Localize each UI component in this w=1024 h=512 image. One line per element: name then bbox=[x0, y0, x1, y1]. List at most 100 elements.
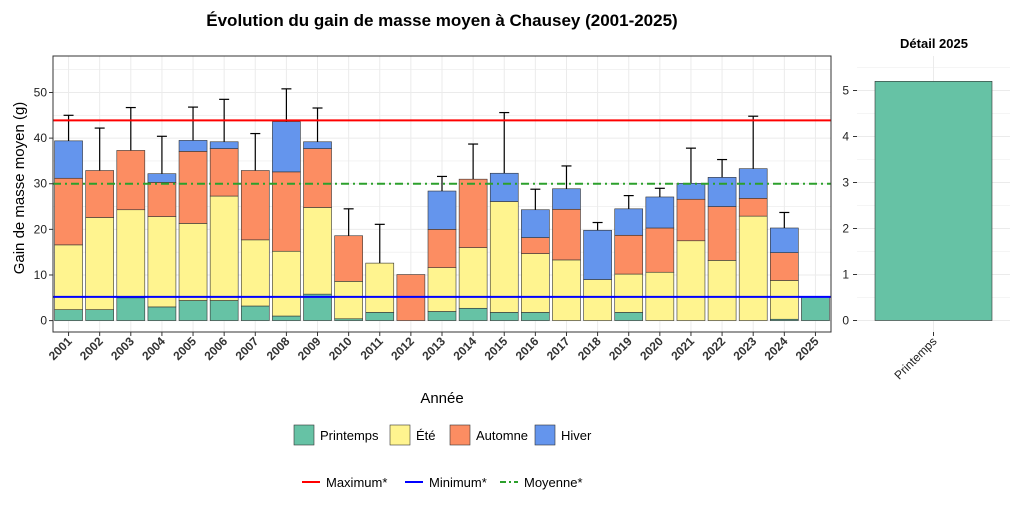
bar-segment-2010-Automne bbox=[334, 235, 363, 282]
legend: Printemps Été Automne Hiver Maximum* Minimum*… bbox=[293, 424, 592, 490]
x-tick-label: 2005 bbox=[170, 334, 199, 363]
bar-segment-2004-Hiver bbox=[147, 173, 177, 183]
bar-segment-2014-Été bbox=[458, 247, 488, 309]
bar-segment-2025-Printemps bbox=[801, 296, 830, 321]
bar-segment-2020-Hiver bbox=[645, 196, 675, 229]
main-bars bbox=[54, 121, 830, 321]
y-tick-label: 40 bbox=[34, 131, 48, 145]
bar-segment-2009-Été bbox=[303, 207, 332, 295]
x-tick-label: 2011 bbox=[358, 334, 387, 363]
legend-line-label-0: Maximum* bbox=[326, 475, 387, 490]
bar-segment-2019-Été bbox=[614, 273, 644, 313]
bar-segment-2022-Automne bbox=[707, 206, 737, 261]
x-tick-label: 2003 bbox=[108, 334, 137, 363]
bar-segment-2021-Hiver bbox=[676, 182, 706, 200]
bar-segment-2019-Hiver bbox=[614, 208, 644, 236]
bar-segment-2003-Printemps bbox=[116, 297, 146, 321]
bar-segment-2016-Hiver bbox=[521, 209, 550, 238]
bar-segment-2023-Été bbox=[738, 215, 768, 321]
bar-segment-2011-Printemps bbox=[365, 312, 395, 321]
detail-y-tick-label: 4 bbox=[842, 130, 849, 144]
main-chart-title: Évolution du gain de masse moyen à Chaus… bbox=[206, 11, 677, 30]
bar-segment-2011-Été bbox=[365, 262, 395, 313]
bar-segment-2007-Automne bbox=[240, 170, 270, 241]
x-tick-label: 2008 bbox=[264, 334, 293, 363]
bar-segment-2001-Hiver bbox=[54, 140, 83, 179]
bar-segment-2021-Automne bbox=[676, 198, 706, 242]
bar-segment-2008-Été bbox=[272, 250, 301, 317]
x-tick-label: 2021 bbox=[668, 334, 697, 363]
x-tick-label: 2023 bbox=[731, 334, 760, 363]
x-tick-label: 2017 bbox=[544, 334, 573, 363]
bar-segment-2004-Automne bbox=[147, 182, 177, 217]
bar-segment-2016-Été bbox=[521, 253, 550, 313]
y-tick-label: 0 bbox=[40, 314, 47, 328]
bar-segment-2004-Été bbox=[147, 216, 177, 308]
bar-segment-2008-Hiver bbox=[272, 121, 301, 173]
bar-segment-2019-Automne bbox=[614, 234, 644, 275]
legend-swatch-3 bbox=[534, 424, 556, 446]
bar-segment-2009-Automne bbox=[303, 148, 332, 208]
bar-segment-2015-Hiver bbox=[489, 172, 519, 202]
bar-segment-2003-Été bbox=[116, 209, 146, 299]
bar-segment-2001-Été bbox=[54, 244, 83, 310]
bar-segment-2005-Printemps bbox=[178, 300, 208, 321]
bar-segment-2018-Hiver bbox=[583, 229, 612, 280]
x-axis-label: Année bbox=[420, 390, 463, 407]
bar-segment-2005-Été bbox=[178, 223, 208, 301]
bar-segment-2021-Été bbox=[676, 240, 706, 321]
bar-segment-2004-Printemps bbox=[147, 306, 177, 321]
bar-segment-2008-Automne bbox=[272, 171, 301, 252]
bar-segment-2008-Printemps bbox=[272, 315, 301, 321]
bar-segment-2009-Hiver bbox=[303, 141, 332, 149]
bar-segment-2024-Hiver bbox=[770, 227, 799, 253]
legend-label-3: Hiver bbox=[561, 428, 592, 443]
bar-segment-2006-Hiver bbox=[209, 141, 239, 149]
bar-segment-2010-Été bbox=[334, 281, 363, 320]
x-tick-label: 2014 bbox=[450, 334, 479, 363]
x-tick-label: 2018 bbox=[575, 334, 604, 363]
bar-segment-2006-Automne bbox=[209, 148, 239, 197]
bar-segment-2007-Printemps bbox=[240, 305, 270, 321]
x-tick-label: 2007 bbox=[233, 334, 262, 363]
x-tick-label: 2019 bbox=[606, 334, 635, 363]
detail-y-tick-label: 2 bbox=[842, 222, 849, 236]
bar-segment-2015-Printemps bbox=[489, 312, 519, 321]
bar-segment-2017-Automne bbox=[552, 208, 581, 261]
x-tick-label: 2010 bbox=[326, 334, 355, 363]
legend-swatch-2 bbox=[449, 424, 471, 446]
bar-segment-2002-Printemps bbox=[85, 309, 114, 321]
bar-segment-2022-Été bbox=[707, 260, 737, 321]
y-tick-label: 10 bbox=[34, 268, 48, 282]
bar-segment-2005-Hiver bbox=[178, 140, 208, 152]
x-tick-label: 2022 bbox=[699, 334, 728, 363]
legend-swatch-0 bbox=[293, 424, 315, 446]
x-tick-label: 2013 bbox=[419, 334, 448, 363]
x-tick-label: 2024 bbox=[762, 334, 791, 363]
legend-label-1: Été bbox=[416, 428, 436, 443]
y-tick-label: 50 bbox=[34, 85, 48, 99]
bar-segment-2015-Été bbox=[489, 201, 519, 313]
legend-line-label-1: Minimum* bbox=[429, 475, 487, 490]
error-bars bbox=[63, 88, 790, 264]
bar-segment-2013-Printemps bbox=[427, 311, 457, 321]
x-tick-label: 2006 bbox=[201, 334, 230, 363]
bar-segment-2016-Printemps bbox=[521, 312, 550, 321]
bar-segment-2013-Hiver bbox=[427, 190, 457, 230]
x-tick-label: 2020 bbox=[637, 334, 666, 363]
bar-segment-2023-Automne bbox=[738, 198, 768, 217]
bar-segment-2003-Automne bbox=[116, 150, 146, 211]
legend-label-2: Automne bbox=[476, 428, 528, 443]
bar-segment-2018-Été bbox=[583, 279, 612, 321]
bar-segment-2009-Printemps bbox=[303, 293, 332, 321]
bar-segment-2001-Automne bbox=[54, 177, 83, 246]
bar-segment-2005-Automne bbox=[178, 151, 208, 224]
x-tick-label: 2004 bbox=[139, 334, 168, 363]
y-tick-label: 30 bbox=[34, 177, 48, 191]
bar-segment-2014-Printemps bbox=[458, 307, 488, 321]
legend-swatch-1 bbox=[389, 424, 411, 446]
y-axis-label: Gain de masse moyen (g) bbox=[11, 102, 28, 275]
bar-segment-2024-Été bbox=[770, 280, 799, 320]
